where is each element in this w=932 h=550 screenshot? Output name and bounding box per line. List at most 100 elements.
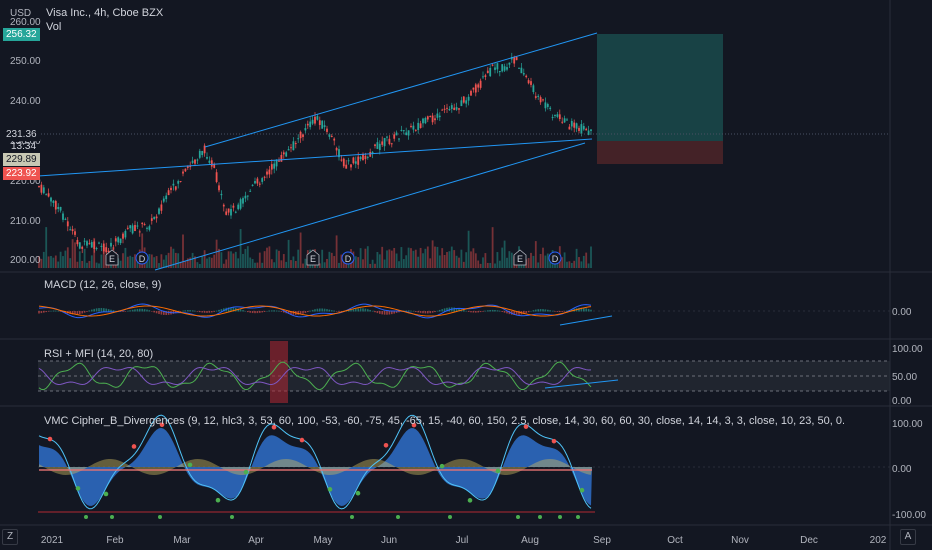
volume-bar (496, 252, 499, 268)
macd-histogram-bar (549, 310, 551, 312)
candle-body (62, 213, 64, 220)
long-position-stop-zone[interactable] (597, 141, 723, 164)
macd-histogram-bar (105, 308, 107, 312)
volume-legend[interactable]: Vol (46, 21, 62, 33)
candle-body (513, 57, 516, 64)
channel-lower-line[interactable] (154, 142, 586, 271)
volume-bar (326, 258, 328, 268)
price-axis[interactable]: 260.00 250.00 240.00 230.00 220.00 210.00 200.… (10, 17, 926, 521)
volume-bar (390, 250, 393, 268)
macd-histogram-bar (268, 310, 271, 312)
macd-histogram-bar (79, 311, 81, 315)
macd-histogram-bar (220, 309, 223, 312)
macd-histogram-bar (525, 311, 527, 314)
support-line[interactable] (37, 138, 593, 177)
event-marker-label: E (517, 254, 523, 264)
volume-bar (126, 256, 129, 268)
macd-histogram-bar (247, 311, 249, 313)
time-tick: Mar (173, 535, 191, 546)
candle-body (347, 160, 350, 162)
macd-divergence-line[interactable] (559, 315, 613, 326)
long-position-target-zone[interactable] (597, 34, 723, 141)
candle-body (537, 95, 540, 97)
cross-dot (187, 462, 193, 468)
candle-body (158, 208, 160, 214)
macd-histogram-bar (278, 310, 280, 312)
volume-bar (131, 256, 134, 268)
macd-histogram-bar (585, 308, 587, 312)
candle-body (198, 150, 201, 158)
auto-scale-button[interactable]: A (900, 529, 916, 545)
time-tick: 2021 (41, 535, 64, 546)
volume-bar (585, 252, 588, 268)
macd-title[interactable]: MACD (12, 26, close, 9) (44, 279, 162, 291)
candle-body (64, 218, 67, 220)
volume-bar (42, 251, 45, 268)
cross-dot (383, 442, 389, 448)
candle-body (508, 62, 511, 65)
macd-histogram-bar (213, 311, 215, 312)
candle-body (515, 56, 518, 61)
candle-body (342, 158, 345, 167)
rsi-mfi-title[interactable]: RSI + MFI (14, 20, 80) (44, 348, 154, 360)
macd-histogram-bar (95, 308, 98, 312)
signal-dot (230, 515, 234, 519)
trend-channel[interactable] (37, 32, 598, 271)
candle-body (328, 134, 331, 137)
volume-bar (177, 253, 180, 268)
candle-body (172, 183, 175, 186)
zoom-button[interactable]: Z (2, 529, 18, 545)
cipher-title[interactable]: VMC Cipher_B_Divergences (9, 12, hlc3, 3… (44, 415, 844, 427)
macd-histogram-bar (218, 309, 220, 312)
macd-histogram-bar (496, 310, 499, 312)
volume-bar (86, 262, 88, 268)
macd-histogram-bar (158, 311, 160, 315)
volume-bar (537, 262, 540, 268)
macd-histogram-bar (379, 311, 381, 314)
candle-body (239, 199, 242, 209)
candle-body (309, 121, 312, 128)
channel-upper-line[interactable] (204, 32, 598, 148)
volume-bar (532, 255, 535, 268)
candle-body (42, 187, 45, 194)
cipher-plot (38, 414, 592, 510)
candle-body (364, 155, 367, 160)
candle-body (146, 227, 148, 229)
candle-body (287, 149, 290, 151)
candle-body (350, 164, 352, 168)
candle-body (525, 75, 528, 78)
candle-body (136, 225, 139, 227)
candle-body (297, 138, 300, 140)
rsi-divergence-line[interactable] (544, 379, 619, 389)
volume-bar (568, 261, 571, 268)
macd-histogram-bar (383, 311, 386, 315)
macd-histogram-bar (470, 311, 472, 313)
volume-bar (364, 248, 367, 268)
volume-bar (566, 261, 568, 268)
rsi-overbought-highlight (270, 341, 288, 403)
candle-body (170, 187, 172, 191)
macd-histogram-bar (499, 310, 501, 312)
currency-label[interactable]: USD (10, 8, 32, 19)
macd-histogram-bar (458, 308, 460, 312)
candle-body (268, 169, 271, 175)
symbol-title[interactable]: Visa Inc., 4h, Cboe BZX (46, 7, 164, 19)
pane-axis-tick: 0.00 (892, 307, 912, 318)
event-marker: D (341, 251, 355, 265)
macd-histogram-bar (302, 311, 304, 314)
candle-body (215, 172, 218, 182)
cross-dot (215, 497, 221, 503)
volume-bar (386, 250, 388, 268)
candle-body (556, 114, 559, 117)
macd-histogram-bar (395, 311, 398, 313)
candle-body (518, 67, 520, 69)
time-axis[interactable]: 2021 Feb Mar Apr May Jun Jul Aug Sep Oct Nov Dec 202 (41, 535, 887, 546)
macd-histogram-bar (314, 309, 316, 312)
candle-body (86, 241, 88, 246)
candle-body (78, 242, 81, 249)
volume-bar (479, 263, 482, 268)
candle-body (419, 123, 422, 129)
pane-axis-tick: 50.00 (892, 372, 917, 383)
